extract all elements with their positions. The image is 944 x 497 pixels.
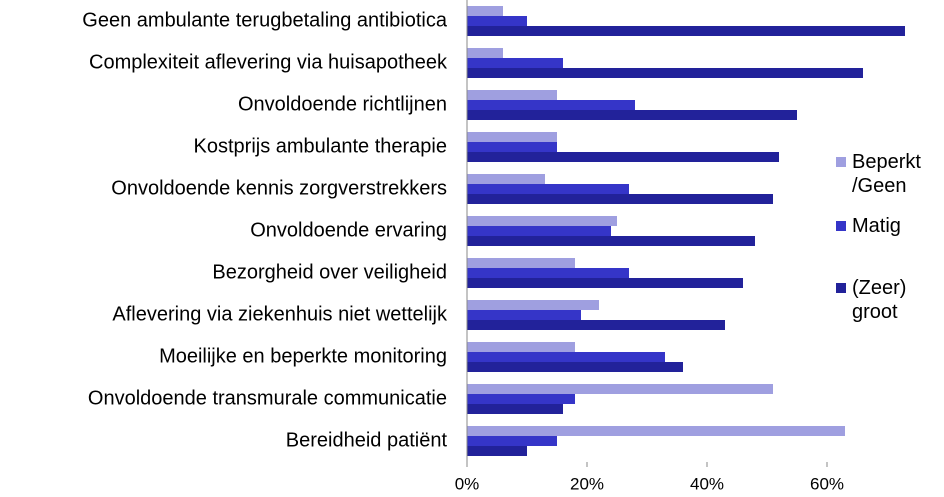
y-tick-label: Complexiteit aflevering via huisapotheek bbox=[89, 51, 448, 73]
y-tick-label: Onvoldoende richtlijnen bbox=[238, 93, 447, 115]
bar bbox=[467, 184, 629, 194]
bar bbox=[467, 342, 575, 352]
legend-item: Matig bbox=[836, 214, 944, 238]
legend-swatch bbox=[836, 283, 846, 293]
bar bbox=[467, 384, 773, 394]
bar bbox=[467, 268, 629, 278]
legend-swatch bbox=[836, 221, 846, 231]
bar bbox=[467, 68, 863, 78]
bar bbox=[467, 16, 527, 26]
bar bbox=[467, 194, 773, 204]
bar bbox=[467, 142, 557, 152]
y-tick-label: Geen ambulante terugbetaling antibiotica bbox=[82, 9, 448, 31]
bar bbox=[467, 152, 779, 162]
bar bbox=[467, 300, 599, 310]
bar bbox=[467, 90, 557, 100]
x-tick-label: 60% bbox=[810, 474, 844, 493]
y-tick-label: Moeilijke en beperkte monitoring bbox=[159, 345, 447, 367]
x-tick-label: 20% bbox=[570, 474, 604, 493]
bar bbox=[467, 320, 725, 330]
bar bbox=[467, 278, 743, 288]
legend: Beperkt /Geen Matig (Zeer) groot bbox=[836, 150, 944, 340]
legend-item: (Zeer) groot bbox=[836, 276, 944, 324]
legend-swatch bbox=[836, 157, 846, 167]
y-tick-label: Kostprijs ambulante therapie bbox=[194, 135, 447, 157]
legend-item: Beperkt /Geen bbox=[836, 150, 944, 198]
bar bbox=[467, 174, 545, 184]
y-tick-label: Aflevering via ziekenhuis niet wettelijk bbox=[112, 303, 448, 325]
bar bbox=[467, 436, 557, 446]
bar bbox=[467, 394, 575, 404]
x-tick-label: 0% bbox=[455, 474, 480, 493]
legend-label: (Zeer) groot bbox=[852, 277, 907, 323]
bar bbox=[467, 216, 617, 226]
y-tick-label: Bezorgheid over veiligheid bbox=[212, 261, 447, 283]
bar bbox=[467, 132, 557, 142]
x-tick-label: 40% bbox=[690, 474, 724, 493]
bar bbox=[467, 58, 563, 68]
bar bbox=[467, 404, 563, 414]
legend-label: Matig bbox=[852, 215, 901, 237]
bar bbox=[467, 258, 575, 268]
bar bbox=[467, 100, 635, 110]
bar bbox=[467, 110, 797, 120]
bar bbox=[467, 236, 755, 246]
y-tick-label: Onvoldoende transmurale communicatie bbox=[88, 387, 447, 409]
legend-label: Beperkt /Geen bbox=[852, 151, 921, 197]
bar bbox=[467, 48, 503, 58]
bar bbox=[467, 362, 683, 372]
bar bbox=[467, 426, 845, 436]
y-tick-label: Onvoldoende ervaring bbox=[250, 219, 447, 241]
bar bbox=[467, 26, 905, 36]
bar bbox=[467, 6, 503, 16]
bar bbox=[467, 226, 611, 236]
y-tick-label: Bereidheid patiënt bbox=[286, 429, 448, 451]
bar bbox=[467, 352, 665, 362]
bar bbox=[467, 446, 527, 456]
bar bbox=[467, 310, 581, 320]
y-tick-label: Onvoldoende kennis zorgverstrekkers bbox=[111, 177, 447, 199]
